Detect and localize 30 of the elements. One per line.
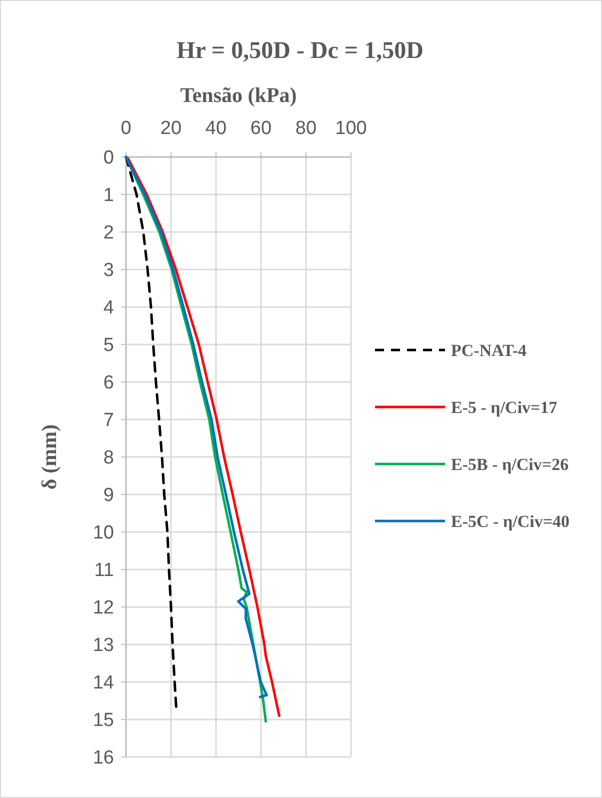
y-tick-label: 6	[103, 372, 114, 394]
chart-title: Hr = 0,50D - Dc = 1,50D	[176, 38, 424, 64]
legend-label: E-5 - η/Civ=17	[451, 398, 558, 417]
y-tick-label: 1	[103, 185, 114, 206]
y-tick-label: 13	[92, 635, 114, 656]
x-tick-label: 60	[250, 118, 272, 139]
y-tick-label: 3	[103, 260, 114, 282]
x-tick-label: 40	[205, 118, 227, 139]
y-axis-title: δ (mm)	[37, 424, 61, 490]
y-tick-label: 4	[103, 298, 114, 319]
y-tick-label: 8	[103, 448, 114, 469]
x-tick-label: 80	[295, 118, 317, 139]
y-tick-label: 0	[103, 148, 114, 169]
x-tick-label: 20	[160, 118, 182, 139]
x-tick-label: 100	[335, 118, 367, 139]
y-tick-label: 2	[103, 222, 114, 244]
y-tick-label: 14	[92, 672, 114, 694]
y-tick-label: 9	[103, 485, 114, 506]
legend-label: E-5B - η/Civ=26	[451, 454, 569, 474]
x-axis-title: Tensão (kPa)	[180, 83, 297, 107]
y-tick-label: 11	[94, 560, 114, 582]
y-tick-label: 10	[92, 522, 114, 544]
legend-label: PC-NAT-4	[451, 340, 528, 360]
y-tick-label: 12	[92, 598, 114, 619]
y-tick-label: 15	[92, 710, 114, 732]
x-tick-label: 0	[120, 118, 132, 139]
y-tick-label: 7	[103, 410, 114, 432]
legend-label: E-5C - η/Civ=40	[451, 512, 570, 531]
y-tick-label: 5	[103, 335, 114, 356]
y-tick-label: 16	[92, 748, 114, 769]
